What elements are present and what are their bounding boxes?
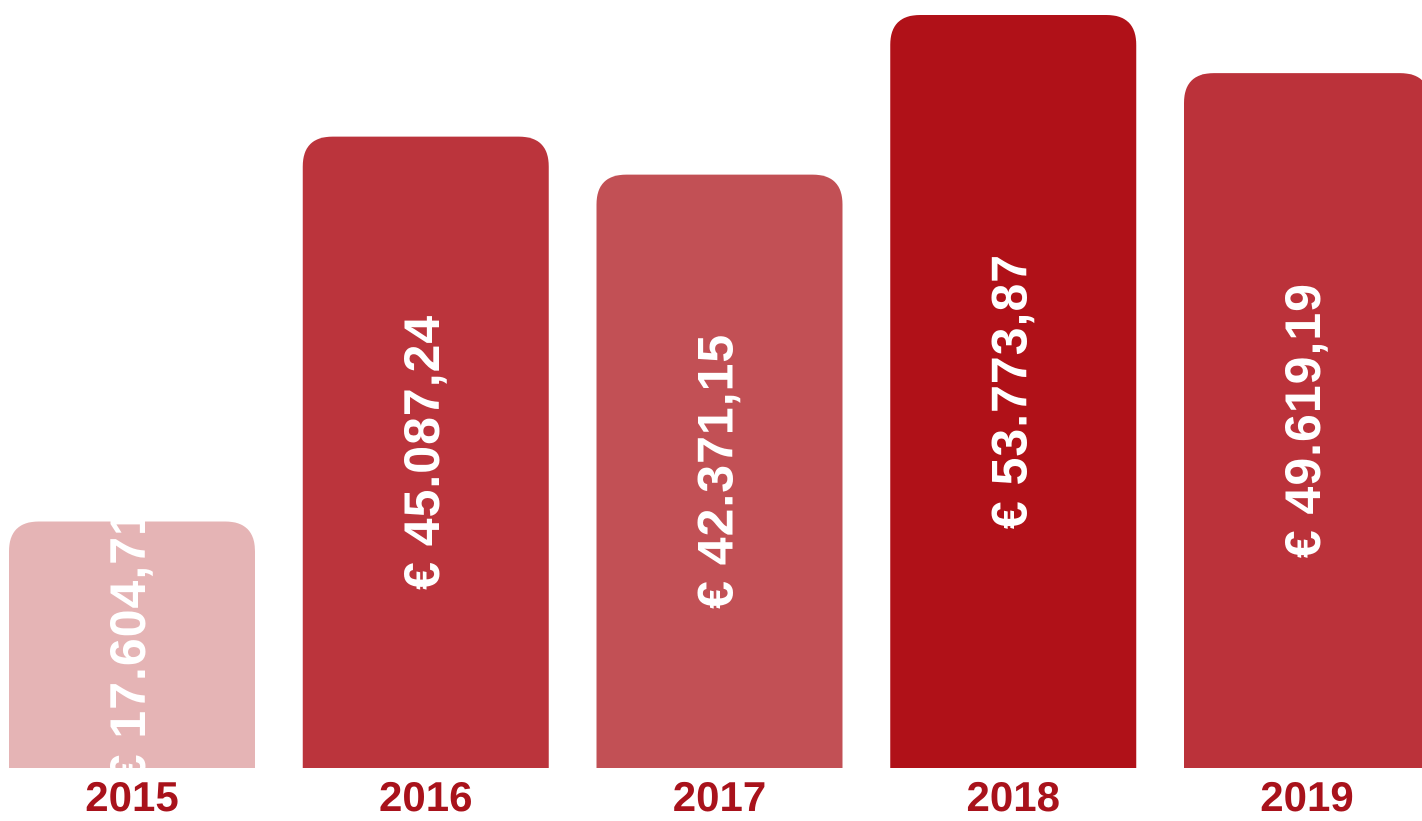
x-tick-label: 2019	[1260, 773, 1353, 820]
bar	[596, 174, 843, 769]
x-tick-label: 2018	[967, 773, 1060, 820]
value-label: € 45.087,24	[394, 315, 450, 590]
bar	[9, 521, 255, 768]
bar	[302, 136, 549, 769]
bar	[1184, 73, 1422, 768]
value-label: € 53.773,87	[981, 254, 1037, 529]
value-label: € 17.604,71	[100, 507, 156, 782]
x-tick-label: 2017	[673, 773, 766, 820]
x-tick-label: 2016	[379, 773, 472, 820]
bar	[890, 15, 1137, 768]
value-label: € 49.619,19	[1275, 283, 1331, 558]
value-label: € 42.371,15	[688, 334, 744, 609]
x-tick-label: 2015	[85, 773, 178, 820]
